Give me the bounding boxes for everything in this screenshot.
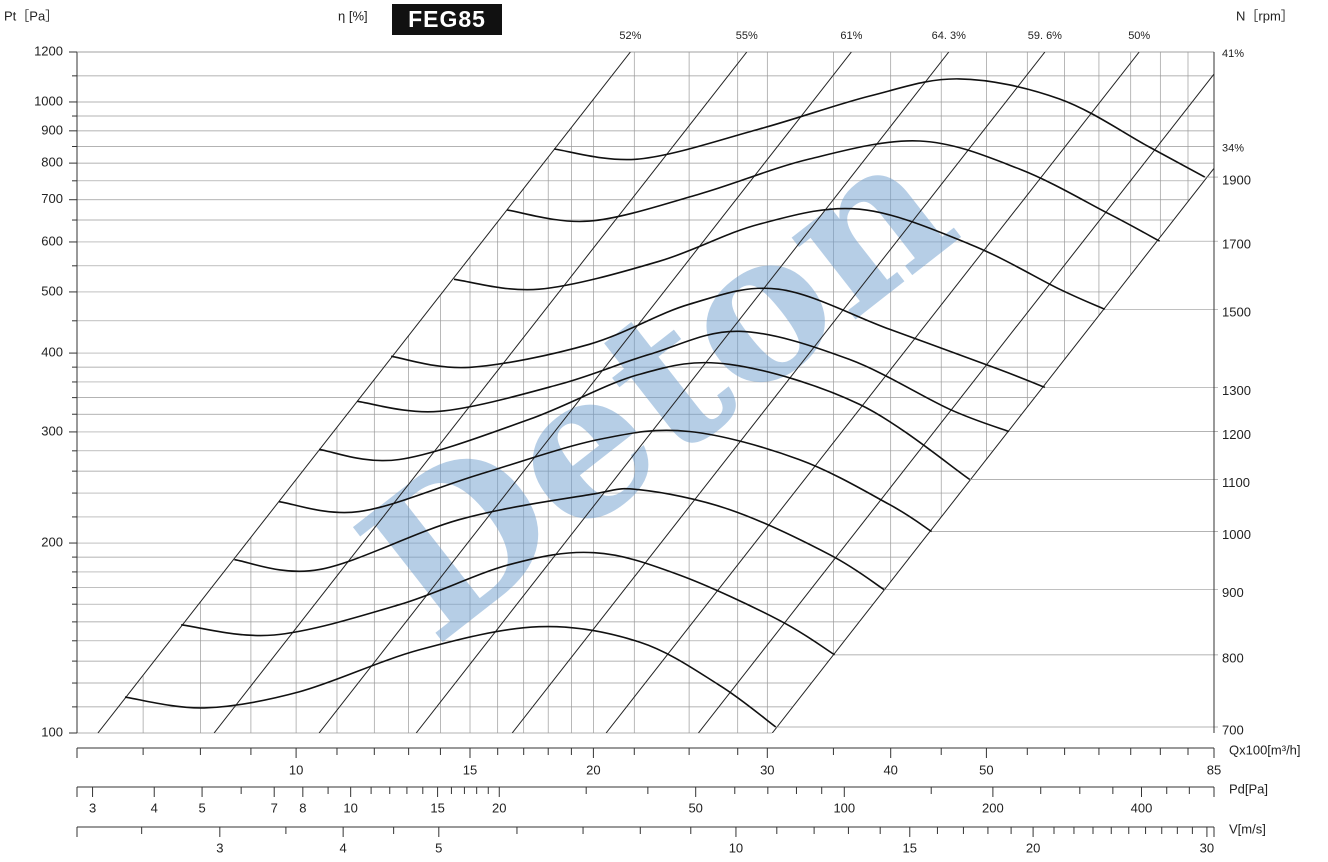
x-tick-label: 15	[430, 800, 444, 815]
rpm-label: 800	[1222, 650, 1244, 665]
y-tick-label: 200	[41, 534, 63, 549]
x-tick-label: 200	[982, 800, 1004, 815]
fan-curve	[391, 287, 1046, 389]
x-tick-label: 40	[883, 762, 897, 777]
y-tick-label: 600	[41, 233, 63, 248]
title-box	[392, 4, 502, 35]
rpm-label: 1000	[1222, 527, 1251, 542]
y-tick-label: 700	[41, 191, 63, 206]
efficiency-label: 55%	[736, 30, 758, 42]
x-tick-label: 10	[343, 800, 357, 815]
y-tick-label: 900	[41, 122, 63, 137]
rpm-label: 1300	[1222, 383, 1251, 398]
x-tick-label: 10	[289, 762, 303, 777]
efficiency-line	[213, 52, 748, 733]
x-tick-label: 8	[299, 800, 306, 815]
x-axis-label: Qx100[m³/h]	[1229, 742, 1301, 757]
eta-label: η [%]	[338, 8, 368, 23]
x-tick-label: 20	[492, 800, 506, 815]
x-tick-label: 4	[340, 840, 347, 855]
fan-curve	[124, 625, 777, 728]
x-tick-label: 50	[979, 762, 993, 777]
chart-title: FEG85	[408, 6, 486, 32]
rpm-label: 700	[1222, 722, 1244, 737]
fan-curve	[507, 140, 1161, 242]
rpm-label: 1100	[1222, 475, 1250, 490]
y2-axis-label: N［rpm］	[1236, 8, 1294, 23]
fan-curve	[234, 487, 885, 591]
efficiency-line	[771, 167, 1214, 733]
fan-curve	[181, 551, 836, 656]
x-tick-label: 4	[151, 800, 158, 815]
rpm-label: 900	[1222, 585, 1244, 600]
y-tick-label: 500	[41, 283, 63, 298]
rpm-label: 1700	[1222, 237, 1251, 252]
efficiency-label: 64. 3%	[932, 30, 966, 42]
y-axis-label: Pt［Pa］	[4, 8, 58, 23]
efficiency-lines	[97, 52, 1214, 733]
efficiency-line	[97, 52, 631, 733]
efficiency-label: 41%	[1222, 48, 1244, 60]
x-tick-label: 5	[198, 800, 205, 815]
x-axis-label: V[m/s]	[1229, 821, 1266, 836]
y-tick-label: 1000	[34, 93, 63, 108]
efficiency-line	[511, 52, 1046, 733]
fan-curve	[554, 78, 1206, 178]
fan-curve	[357, 330, 1010, 433]
x-tick-label: 85	[1207, 762, 1221, 777]
x-tick-label: 400	[1131, 800, 1153, 815]
x-tick-label: 15	[903, 840, 917, 855]
x-tick-label: 30	[1200, 840, 1214, 855]
x-tick-label: 10	[729, 840, 743, 855]
efficiency-line	[698, 73, 1214, 733]
rpm-label: 1200	[1222, 427, 1251, 442]
efficiency-label: 61%	[840, 30, 862, 42]
efficiency-label: 50%	[1128, 30, 1150, 42]
rpm-label: 1900	[1222, 173, 1251, 188]
fan-curve	[453, 207, 1106, 311]
x-tick-label: 30	[760, 762, 774, 777]
x-tick-label: 15	[463, 762, 477, 777]
fan-curve	[318, 361, 971, 481]
y-tick-label: 1200	[34, 43, 63, 58]
x-tick-label: 20	[586, 762, 600, 777]
y-tick-label: 100	[41, 724, 63, 739]
y-tick-label: 300	[41, 423, 63, 438]
x-tick-label: 3	[89, 800, 96, 815]
x-axis-label: Pd[Pa]	[1229, 781, 1268, 796]
x-tick-label: 50	[688, 800, 702, 815]
x-tick-label: 3	[216, 840, 223, 855]
efficiency-line	[318, 52, 852, 733]
efficiency-label: 59. 6%	[1028, 30, 1062, 42]
y-tick-label: 400	[41, 345, 63, 360]
fan-curve	[278, 429, 933, 533]
efficiency-label: 52%	[619, 30, 641, 42]
x-tick-label: 20	[1026, 840, 1040, 855]
rpm-label: 1500	[1222, 305, 1251, 320]
watermark: Deton	[320, 87, 994, 686]
x-tick-label: 7	[271, 800, 278, 815]
efficiency-label: 34%	[1222, 142, 1244, 154]
x-tick-label: 100	[833, 800, 855, 815]
efficiency-line	[415, 52, 950, 733]
x-tick-label: 5	[435, 840, 442, 855]
y-tick-label: 800	[41, 155, 63, 170]
efficiency-line	[605, 52, 1140, 733]
